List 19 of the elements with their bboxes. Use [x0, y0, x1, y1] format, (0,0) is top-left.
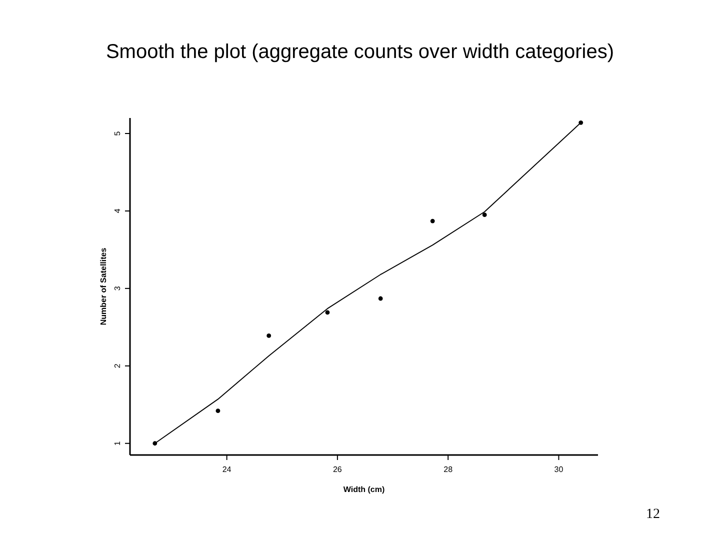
text: 12 — [646, 507, 660, 522]
point — [482, 212, 487, 218]
point — [325, 310, 330, 315]
y-axis-title: Number of Satellites — [99, 247, 108, 326]
x-tick-label: 30 — [554, 465, 564, 474]
x-tick-label: 24 — [222, 465, 232, 474]
x-tick-label: 26 — [332, 465, 342, 474]
y-tick-label: 5 — [113, 130, 122, 136]
point — [378, 296, 383, 301]
chart-title: Smooth the plot (aggregate counts over width categories) — [106, 41, 614, 63]
point — [266, 333, 272, 338]
y-tick-label: 2 — [113, 363, 122, 368]
point — [430, 218, 435, 224]
y-tick-label: 1 — [113, 440, 122, 446]
x-tick-label: 28 — [444, 465, 454, 474]
y-tick-label: 3 — [113, 286, 122, 291]
point — [216, 408, 220, 414]
x-axis-title: Width (cm) — [343, 485, 385, 494]
y-tick-label: 4 — [113, 208, 122, 214]
